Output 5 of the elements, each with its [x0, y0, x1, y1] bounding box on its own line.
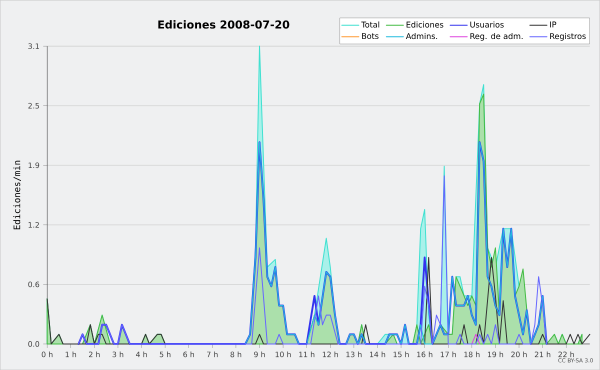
y-axis-title: Ediciones/min — [13, 160, 21, 230]
chart-title: Ediciones 2008-07-20 — [158, 20, 290, 29]
line-series — [78, 175, 548, 344]
line-series — [78, 141, 548, 345]
line-series — [244, 142, 548, 344]
